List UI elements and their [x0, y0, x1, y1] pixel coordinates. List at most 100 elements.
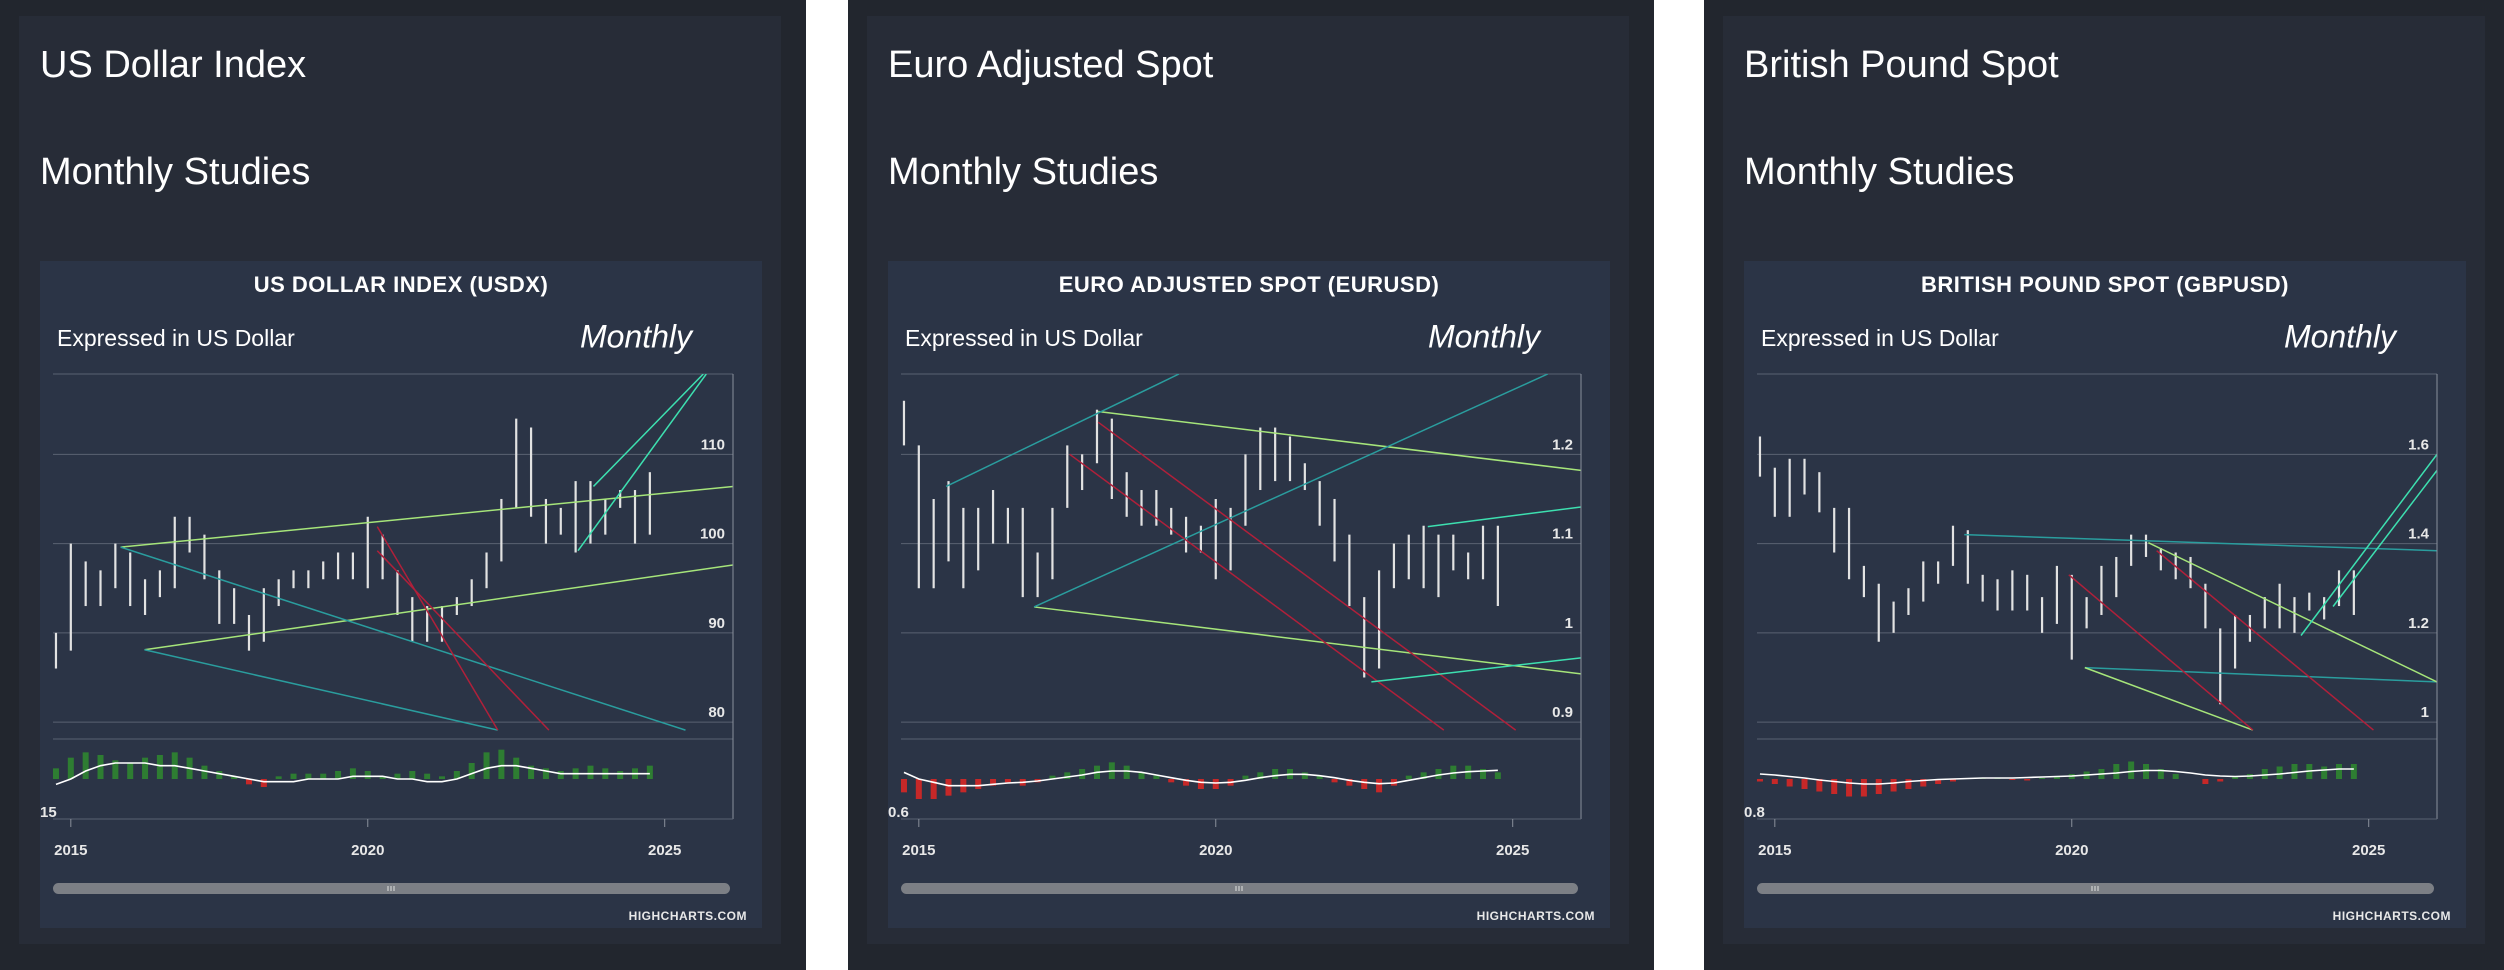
trend-line — [2332, 469, 2437, 607]
trend-line — [2084, 666, 2254, 731]
oscillator-bar — [2024, 779, 2031, 781]
trend-line — [2156, 550, 2374, 731]
oscillator-bar — [1212, 779, 1219, 789]
oscillator-bar — [2202, 779, 2209, 784]
oscillator-bar — [900, 779, 907, 793]
oscillator-bar — [1920, 779, 1927, 787]
oscillator-bar — [1346, 779, 1353, 786]
oscillator-bar — [2053, 776, 2060, 779]
panel-heading: Euro Adjusted Spot — [888, 44, 1214, 86]
oscillator-bar — [2321, 766, 2328, 779]
oscillator-bar — [52, 768, 59, 779]
chart-annotation: Monthly — [580, 318, 694, 354]
oscillator-bar — [975, 779, 982, 789]
panel-subheading: Monthly Studies — [40, 151, 310, 193]
trend-line — [1069, 453, 1445, 731]
oscillator-bar — [424, 773, 431, 779]
credits: HIGHCHARTS.COM — [2333, 909, 2451, 923]
y-tick-label: 100 — [700, 526, 725, 543]
panel-heading: British Pound Spot — [1744, 44, 2059, 86]
oscillator-bar — [1316, 775, 1323, 779]
trend-line — [577, 374, 707, 552]
chart-subtitle: Expressed in US Dollar — [905, 325, 1143, 351]
x-tick-label: 2015 — [54, 842, 87, 859]
y-tick-label: 1 — [2421, 704, 2429, 721]
oscillator-bar — [1786, 779, 1793, 787]
oscillator-bar — [646, 765, 653, 779]
oscillator-bar — [2172, 774, 2179, 779]
oscillator-bar — [82, 752, 89, 779]
oscillator-bar — [156, 755, 163, 779]
x-tick-label: 2020 — [2055, 842, 2088, 859]
oscillator-bar — [1079, 769, 1086, 779]
oscillator-bar — [2113, 764, 2120, 779]
oscillator-bar — [1949, 779, 1956, 782]
oscillator-line — [55, 762, 650, 786]
chart-background — [40, 261, 762, 928]
oscillator-bar — [275, 776, 282, 779]
oscillator-bar — [305, 773, 312, 779]
oscillator-bar — [231, 776, 238, 779]
chart-title: BRITISH POUND SPOT (GBPUSD) — [1921, 272, 2289, 297]
trend-line — [1964, 533, 2437, 552]
oscillator-tick-label: 0.8 — [1744, 804, 1765, 821]
oscillator-bar — [1049, 775, 1056, 779]
oscillator-bar — [557, 771, 564, 779]
chart-subtitle: Expressed in US Dollar — [57, 325, 295, 351]
trend-line — [1033, 606, 1581, 675]
trend-line — [1097, 421, 1517, 731]
oscillator-bar — [1435, 769, 1442, 779]
y-tick-label: 1.4 — [2408, 526, 2430, 543]
oscillator-bar — [2232, 776, 2239, 779]
x-tick-label: 2015 — [902, 842, 935, 859]
chart-annotation: Monthly — [2284, 318, 2398, 354]
oscillator-bar — [1846, 779, 1853, 797]
price-bars — [1758, 436, 2355, 705]
trend-line — [144, 649, 498, 731]
trend-line — [144, 564, 733, 651]
chart-annotation: Monthly — [1428, 318, 1542, 354]
oscillator-bar — [216, 771, 223, 779]
trend-line — [1427, 506, 1581, 528]
trend-line — [2084, 666, 2437, 683]
oscillator-bar — [453, 771, 460, 779]
oscillator-bar — [1890, 779, 1897, 792]
oscillator-bar — [349, 768, 356, 779]
oscillator-bar — [1153, 775, 1160, 779]
oscillator-bar — [260, 779, 267, 787]
credits: HIGHCHARTS.COM — [629, 909, 747, 923]
oscillator-bar — [1361, 779, 1368, 789]
oscillator-bar — [1138, 772, 1145, 779]
oscillator-bar — [1331, 779, 1338, 783]
oscillator-bar — [528, 765, 535, 779]
oscillator-bar — [97, 755, 104, 779]
oscillator-bar — [1480, 769, 1487, 779]
trend-line — [376, 526, 499, 731]
y-tick-label: 1.2 — [1552, 436, 1573, 453]
trend-line — [2068, 574, 2254, 731]
oscillator-bar — [2009, 779, 2016, 780]
chart-background — [1744, 261, 2466, 928]
chart-subtitle: Expressed in US Dollar — [1761, 325, 1999, 351]
oscillator-bar — [1064, 772, 1071, 779]
chart-title: EURO ADJUSTED SPOT (EURUSD) — [1059, 272, 1440, 297]
studies — [120, 374, 733, 731]
oscillator-bar — [2276, 766, 2283, 779]
oscillator-bar — [915, 779, 922, 799]
trend-line — [945, 374, 1180, 488]
oscillator-bar — [335, 771, 342, 779]
oscillator-bar — [930, 779, 937, 799]
x-tick-label: 2025 — [2352, 842, 2385, 859]
oscillator-bar — [1905, 779, 1912, 789]
oscillator-line — [1759, 768, 2354, 785]
panel-subheading: Monthly Studies — [888, 151, 1158, 193]
x-tick-label: 2025 — [1496, 842, 1529, 859]
trend-line — [1098, 410, 1581, 472]
oscillator-bar — [394, 773, 401, 779]
trend-line — [1033, 374, 1549, 608]
x-tick-label: 2020 — [1199, 842, 1232, 859]
oscillator-bar — [1242, 775, 1249, 779]
panel: Euro Adjusted Spot Monthly Studies EURO AD… — [848, 0, 1654, 970]
oscillator-bar — [364, 771, 371, 779]
oscillator-bar — [112, 760, 119, 779]
